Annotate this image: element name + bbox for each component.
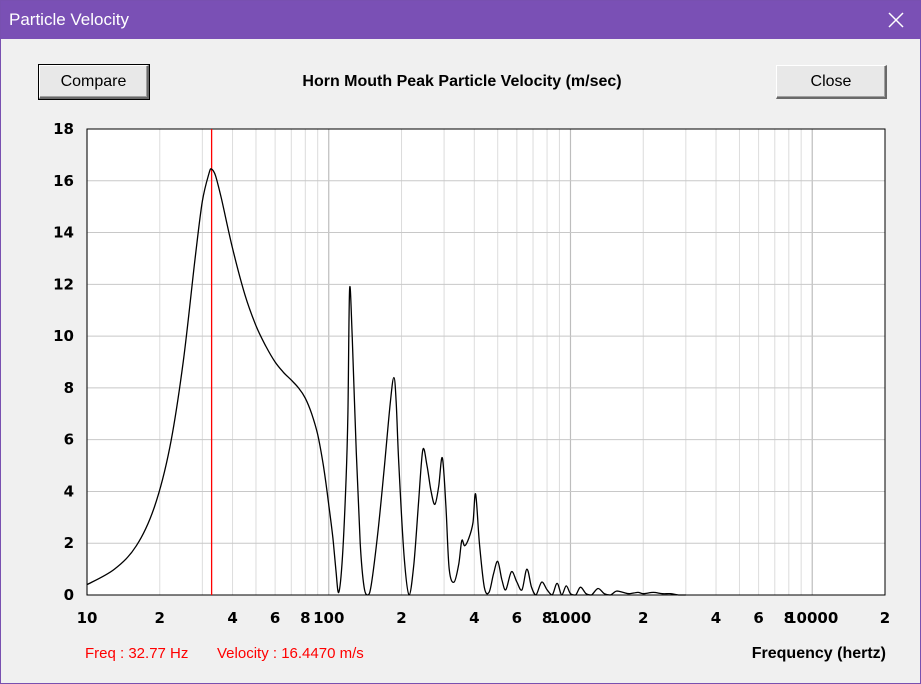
x-tick-label: 2 — [396, 609, 406, 627]
y-tick-label: 6 — [64, 431, 74, 449]
close-icon — [888, 12, 904, 28]
compare-button[interactable]: Compare — [38, 64, 150, 100]
compare-button-label: Compare — [60, 72, 127, 90]
x-tick-label: 1000 — [550, 609, 592, 627]
y-tick-label: 16 — [53, 172, 74, 190]
x-tick-label: 4 — [227, 609, 237, 627]
window-close-button[interactable] — [876, 1, 916, 39]
x-tick-label: 6 — [512, 609, 522, 627]
velocity-readout: Velocity : 16.4470 m/s — [217, 645, 364, 662]
x-tick-label: 4 — [711, 609, 721, 627]
window-title: Particle Velocity — [9, 10, 129, 29]
x-tick-label: 10000 — [786, 609, 838, 627]
x-tick-label: 100 — [313, 609, 344, 627]
x-tick-label: 2 — [155, 609, 165, 627]
plot-area — [87, 129, 885, 595]
x-tick-label: 10 — [77, 609, 98, 627]
x-tick-label: 8 — [300, 609, 310, 627]
frequency-readout: Freq : 32.77 Hz — [85, 645, 189, 662]
plot-frame — [86, 128, 886, 596]
x-tick-label: 6 — [753, 609, 763, 627]
x-axis-label: Frequency (hertz) — [751, 645, 886, 662]
x-tick-label: 6 — [270, 609, 280, 627]
x-tick-label: 2 — [638, 609, 648, 627]
x-tick-label: 8 — [542, 609, 552, 627]
velocity-series-line — [86, 168, 686, 596]
chart-title: Horn Mouth Peak Particle Velocity (m/sec… — [302, 73, 622, 90]
x-tick-label: 2 — [880, 609, 890, 627]
y-tick-label: 10 — [53, 327, 74, 345]
y-tick-label: 8 — [64, 379, 74, 397]
y-tick-label: 0 — [64, 586, 74, 604]
y-tick-label: 14 — [53, 224, 74, 242]
y-tick-label: 4 — [64, 482, 74, 500]
y-tick-label: 12 — [53, 275, 74, 293]
close-button[interactable]: Close — [776, 65, 887, 99]
y-tick-label: 18 — [53, 120, 74, 138]
title-bar: Particle Velocity — [1, 1, 920, 39]
x-tick-label: 8 — [784, 609, 794, 627]
y-tick-label: 2 — [64, 534, 74, 552]
x-tick-label: 4 — [469, 609, 479, 627]
